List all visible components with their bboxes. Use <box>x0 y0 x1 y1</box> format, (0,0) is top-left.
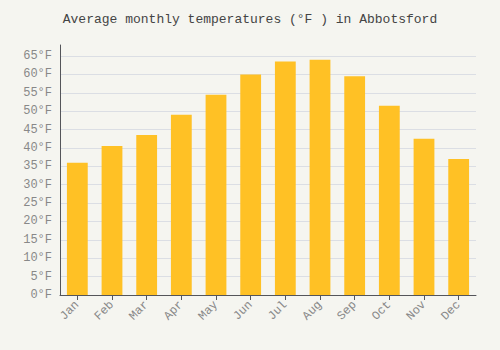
svg-text:Average monthly temperatures (: Average monthly temperatures (°F ) in Ab… <box>63 12 437 27</box>
svg-text:0°F: 0°F <box>30 288 52 302</box>
svg-text:25°F: 25°F <box>23 196 52 210</box>
svg-text:15°F: 15°F <box>23 233 52 247</box>
svg-text:Jun: Jun <box>230 298 255 323</box>
svg-text:May: May <box>196 298 221 323</box>
svg-text:Nov: Nov <box>404 298 429 323</box>
svg-text:30°F: 30°F <box>23 178 52 192</box>
svg-text:Mar: Mar <box>126 298 151 323</box>
svg-text:Jan: Jan <box>57 298 82 323</box>
svg-text:Jul: Jul <box>265 298 290 323</box>
svg-text:45°F: 45°F <box>23 123 52 137</box>
svg-text:Oct: Oct <box>369 298 394 323</box>
svg-text:Sep: Sep <box>334 298 359 323</box>
svg-text:65°F: 65°F <box>23 49 52 63</box>
svg-text:50°F: 50°F <box>23 104 52 118</box>
svg-text:Apr: Apr <box>161 298 186 323</box>
svg-text:60°F: 60°F <box>23 67 52 81</box>
svg-text:40°F: 40°F <box>23 141 52 155</box>
svg-text:Aug: Aug <box>300 298 325 323</box>
svg-text:5°F: 5°F <box>30 270 52 284</box>
svg-text:Feb: Feb <box>92 298 117 323</box>
svg-text:Dec: Dec <box>438 298 463 323</box>
svg-text:55°F: 55°F <box>23 86 52 100</box>
svg-text:20°F: 20°F <box>23 214 52 228</box>
svg-text:10°F: 10°F <box>23 251 52 265</box>
svg-text:35°F: 35°F <box>23 159 52 173</box>
